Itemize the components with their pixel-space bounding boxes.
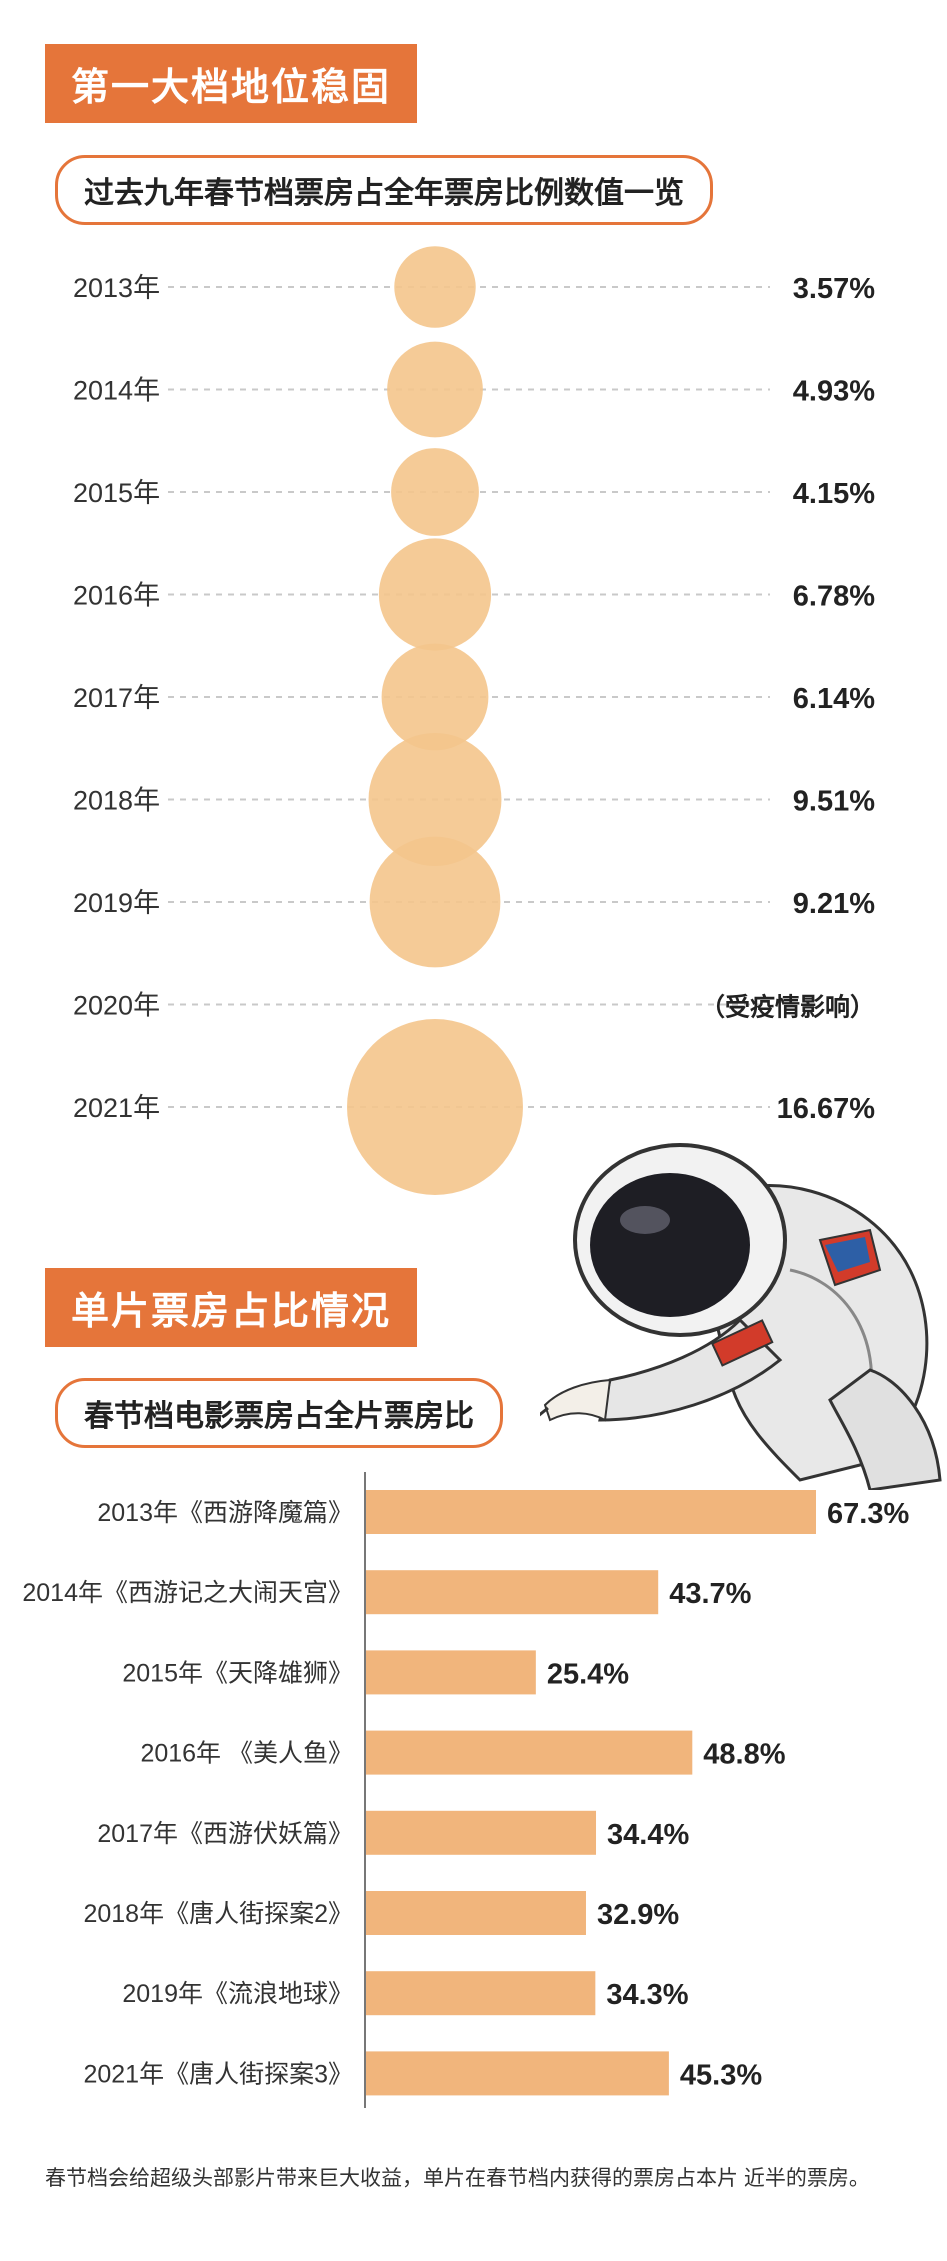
bubble-value-label: 6.14%	[793, 683, 875, 715]
bubble-year-label: 2013年	[73, 273, 160, 303]
bar-mark	[366, 1490, 816, 1534]
bar-chart: 2013年《西游降魔篇》 67.3% 2014年《西游记之大闹天宫》 43.7% 201…	[22, 1472, 909, 2108]
bubble-value-label: 16.67%	[777, 1093, 876, 1125]
bar-mark	[366, 1730, 693, 1775]
bar-mark	[366, 1570, 659, 1615]
section2-banner: 单片票房占比情况	[45, 1268, 418, 1347]
bubble-year-label: 2020年	[73, 991, 160, 1021]
bar-mark	[366, 1810, 597, 1855]
section1-subtitle: 过去九年春节档票房占全年票房比例数值一览	[55, 155, 713, 225]
bubble-value-label: （受疫情影响）	[700, 993, 875, 1022]
bubble-year-label: 2018年	[73, 786, 160, 816]
bubble-year-label: 2019年	[73, 888, 160, 918]
bubble-year-label: 2016年	[73, 581, 160, 611]
bar-value-label: 34.4%	[607, 1819, 689, 1851]
astronaut-arm	[540, 1317, 783, 1422]
bubble-year-label: 2014年	[73, 376, 160, 406]
astronaut-illustration	[540, 1143, 942, 1490]
bubble-year-label: 2015年	[73, 478, 160, 508]
bar-category-label: 2021年《唐人街探案3》	[83, 2060, 353, 2088]
astronaut-helmet	[573, 1143, 787, 1337]
bar-value-label: 34.3%	[606, 1979, 688, 2011]
bar-mark	[366, 1891, 586, 1935]
footer-note: 春节档会给超级头部影片带来巨大收益，单片在春节档内获得的票房占本片 近半的票房。	[45, 2167, 870, 2190]
bubble-mark	[387, 341, 483, 438]
bar-value-label: 43.7%	[669, 1578, 751, 1610]
section2-subtitle: 春节档电影票房占全片票房比	[55, 1378, 503, 1448]
bar-category-label: 2014年《西游记之大闹天宫》	[22, 1579, 353, 1607]
bar-category-label: 2013年《西游降魔篇》	[97, 1499, 353, 1527]
bar-value-label: 45.3%	[680, 2059, 762, 2091]
bubble-mark	[378, 538, 492, 651]
bar-category-label: 2017年《西游伏妖篇》	[97, 1820, 353, 1848]
bar-value-label: 32.9%	[597, 1899, 679, 1931]
bar-category-label: 2016年 《美人鱼》	[140, 1740, 353, 1768]
bubble-year-label: 2021年	[73, 1093, 160, 1123]
bubble-chart: 2013年 3.57% 2014年 4.93% 2015年 4.15% 2016年 6.78%…	[73, 246, 876, 1195]
bubble-value-label: 9.51%	[793, 786, 875, 818]
bubble-mark	[368, 733, 502, 866]
bubble-mark	[394, 246, 476, 328]
bar-value-label: 25.4%	[547, 1658, 629, 1690]
bubble-year-label: 2017年	[73, 683, 160, 713]
bubble-mark	[381, 643, 489, 751]
bubble-value-label: 3.57%	[793, 273, 875, 305]
bar-value-label: 67.3%	[827, 1498, 909, 1530]
bubble-value-label: 4.15%	[793, 478, 875, 510]
bar-category-label: 2018年《唐人街探案2》	[83, 1900, 353, 1928]
bar-mark	[366, 2051, 669, 2096]
bubble-value-label: 4.93%	[793, 376, 875, 408]
bar-category-label: 2019年《流浪地球》	[122, 1980, 353, 2008]
bubble-mark	[391, 448, 479, 536]
section1-banner: 第一大档地位稳固	[45, 44, 418, 123]
bar-value-label: 48.8%	[703, 1739, 785, 1771]
bubble-mark	[369, 836, 501, 968]
bar-mark	[366, 1650, 536, 1695]
bar-mark	[366, 1971, 596, 2016]
bubble-mark	[347, 1019, 523, 1195]
bubble-value-label: 9.21%	[793, 888, 875, 920]
bar-category-label: 2015年《天降雄狮》	[122, 1659, 353, 1687]
astronaut-leg	[828, 1368, 942, 1490]
bubble-value-label: 6.78%	[793, 581, 875, 613]
